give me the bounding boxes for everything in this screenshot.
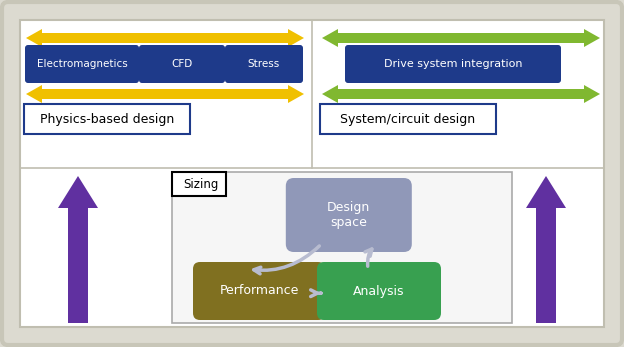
FancyBboxPatch shape [25, 45, 139, 83]
FancyBboxPatch shape [225, 45, 303, 83]
FancyBboxPatch shape [172, 172, 226, 196]
Text: Physics-based design: Physics-based design [40, 112, 174, 126]
Polygon shape [322, 85, 600, 103]
FancyBboxPatch shape [286, 178, 412, 252]
FancyBboxPatch shape [172, 172, 512, 323]
Polygon shape [26, 85, 304, 103]
Polygon shape [526, 176, 566, 323]
FancyBboxPatch shape [24, 104, 190, 134]
Text: Sizing: Sizing [183, 178, 218, 191]
Text: CFD: CFD [172, 59, 193, 69]
FancyBboxPatch shape [317, 262, 441, 320]
Text: Design
space: Design space [327, 201, 371, 229]
Text: Performance: Performance [219, 285, 299, 297]
Polygon shape [58, 176, 98, 323]
Text: System/circuit design: System/circuit design [341, 112, 475, 126]
Text: Drive system integration: Drive system integration [384, 59, 522, 69]
FancyBboxPatch shape [20, 20, 604, 327]
Text: Electromagnetics: Electromagnetics [37, 59, 127, 69]
Polygon shape [322, 29, 600, 47]
FancyBboxPatch shape [345, 45, 561, 83]
FancyBboxPatch shape [320, 104, 496, 134]
Polygon shape [26, 29, 304, 47]
FancyBboxPatch shape [139, 45, 225, 83]
Text: Analysis: Analysis [353, 285, 405, 297]
FancyBboxPatch shape [193, 262, 325, 320]
Text: Stress: Stress [248, 59, 280, 69]
